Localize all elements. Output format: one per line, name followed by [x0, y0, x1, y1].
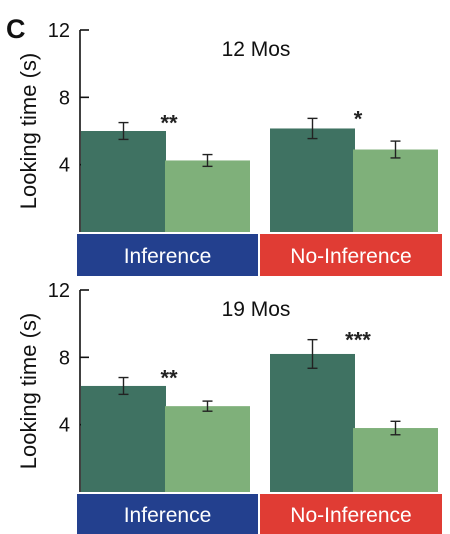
group-strip	[77, 234, 258, 276]
bar	[353, 149, 438, 232]
y-tick-label: 12	[48, 20, 70, 42]
group-label: No-Inference	[290, 245, 411, 268]
bar	[81, 131, 166, 232]
group-label: Inference	[124, 245, 212, 268]
y-tick-label: 8	[59, 347, 70, 369]
group-label: No-Inference	[290, 504, 411, 527]
bar	[165, 406, 250, 492]
panel-letter: C	[6, 14, 26, 44]
group-label: Inference	[124, 504, 212, 527]
y-tick-label: 4	[59, 415, 70, 437]
chart-panel: 4 8 12 Looking time (s) 19 Mos ** Inference ***…	[16, 280, 442, 534]
y-tick-label: 12	[48, 280, 70, 302]
y-tick-label: 4	[59, 155, 70, 177]
y-axis-title: Looking time (s)	[16, 53, 41, 210]
significance-label: **	[160, 366, 178, 391]
bar	[81, 385, 166, 492]
significance-label: *	[354, 106, 363, 131]
group-strip	[260, 494, 442, 534]
chart-title: 12 Mos	[222, 38, 291, 61]
y-tick-label: 8	[59, 87, 70, 109]
significance-label: ***	[345, 328, 371, 353]
bar	[165, 160, 250, 232]
significance-label: **	[160, 111, 178, 136]
bar	[353, 428, 438, 492]
chart-title: 19 Mos	[222, 298, 291, 321]
group-strip	[260, 234, 442, 276]
bar	[270, 353, 355, 492]
chart-panel: 4 8 12 Looking time (s) 12 Mos ** Inference * No…	[16, 20, 442, 276]
bar	[270, 128, 355, 232]
y-axis-title: Looking time (s)	[16, 313, 41, 470]
group-strip	[77, 494, 258, 534]
